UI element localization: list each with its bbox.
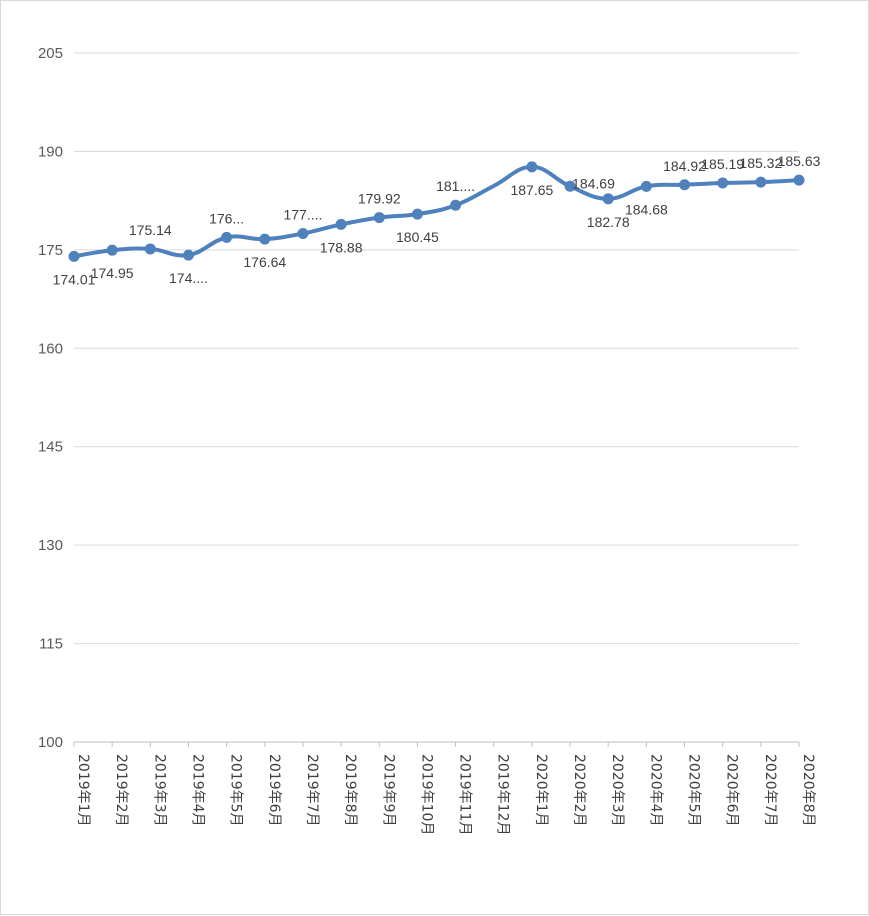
x-tick-label: 2020年2月 <box>571 754 587 827</box>
x-tick-label: 2020年6月 <box>724 754 740 827</box>
x-tick-label: 2019年10月 <box>418 754 434 835</box>
x-tick-label: 2019年5月 <box>228 754 244 827</box>
x-tick-label: 2019年2月 <box>113 754 129 827</box>
x-tick-label: 2019年6月 <box>266 754 282 827</box>
data-point <box>68 250 80 262</box>
data-point <box>144 243 156 255</box>
x-tick-label: 2019年7月 <box>304 754 320 827</box>
data-label: 185.32 <box>739 155 782 171</box>
data-point <box>297 227 309 239</box>
data-label: 174.... <box>169 270 208 286</box>
data-label: 174.01 <box>53 271 96 287</box>
data-point <box>526 161 538 173</box>
x-tick-label: 2019年12月 <box>495 754 511 835</box>
x-tick-label: 2019年4月 <box>189 754 205 827</box>
data-point <box>182 249 194 261</box>
data-point <box>221 231 233 243</box>
data-point <box>640 180 652 192</box>
data-point <box>755 176 767 188</box>
data-label: 176... <box>209 210 244 226</box>
data-label: 176.64 <box>243 254 286 270</box>
y-tick-label: 130 <box>38 537 63 554</box>
data-label: 184.68 <box>625 201 668 217</box>
data-point <box>450 199 462 211</box>
data-label: 185.19 <box>701 156 744 172</box>
x-tick-label: 2020年8月 <box>800 754 816 827</box>
data-point <box>411 208 423 220</box>
data-point <box>373 212 385 224</box>
x-tick-label: 2020年7月 <box>762 754 778 827</box>
y-tick-label: 100 <box>38 734 63 751</box>
data-label: 185.63 <box>778 153 821 169</box>
x-tick-label: 2019年1月 <box>75 754 91 827</box>
data-point <box>679 179 691 191</box>
data-point <box>335 218 347 230</box>
data-point <box>259 233 271 245</box>
y-tick-label: 115 <box>39 636 63 653</box>
data-label: 181.... <box>436 178 475 194</box>
x-tick-label: 2019年11月 <box>457 754 473 835</box>
x-tick-label: 2020年3月 <box>609 754 625 827</box>
x-tick-label: 2020年1月 <box>533 754 549 827</box>
x-tick-label: 2019年9月 <box>380 754 396 827</box>
x-tick-label: 2019年8月 <box>342 754 358 827</box>
data-label: 179.92 <box>358 191 401 207</box>
data-label: 184.92 <box>663 158 706 174</box>
y-tick-label: 205 <box>38 45 63 62</box>
data-point <box>717 177 729 189</box>
data-point <box>564 180 576 192</box>
data-label: 187.65 <box>510 182 553 198</box>
data-point <box>106 244 118 256</box>
data-point <box>602 193 614 205</box>
data-label: 178.88 <box>320 239 363 255</box>
data-label: 180.45 <box>396 229 439 245</box>
y-tick-label: 145 <box>38 439 63 456</box>
data-label: 184.69 <box>572 175 615 191</box>
data-label: 177.... <box>283 206 322 222</box>
data-point <box>793 174 805 186</box>
data-label: 174.95 <box>91 265 134 281</box>
x-tick-label: 2019年3月 <box>151 754 167 827</box>
data-label: 182.78 <box>587 214 630 230</box>
y-tick-label: 160 <box>38 340 63 357</box>
x-tick-label: 2020年4月 <box>647 754 663 827</box>
x-tick-label: 2020年5月 <box>686 754 702 827</box>
y-tick-label: 175 <box>38 242 63 259</box>
y-tick-label: 190 <box>38 143 63 160</box>
data-label: 175.14 <box>129 222 172 238</box>
